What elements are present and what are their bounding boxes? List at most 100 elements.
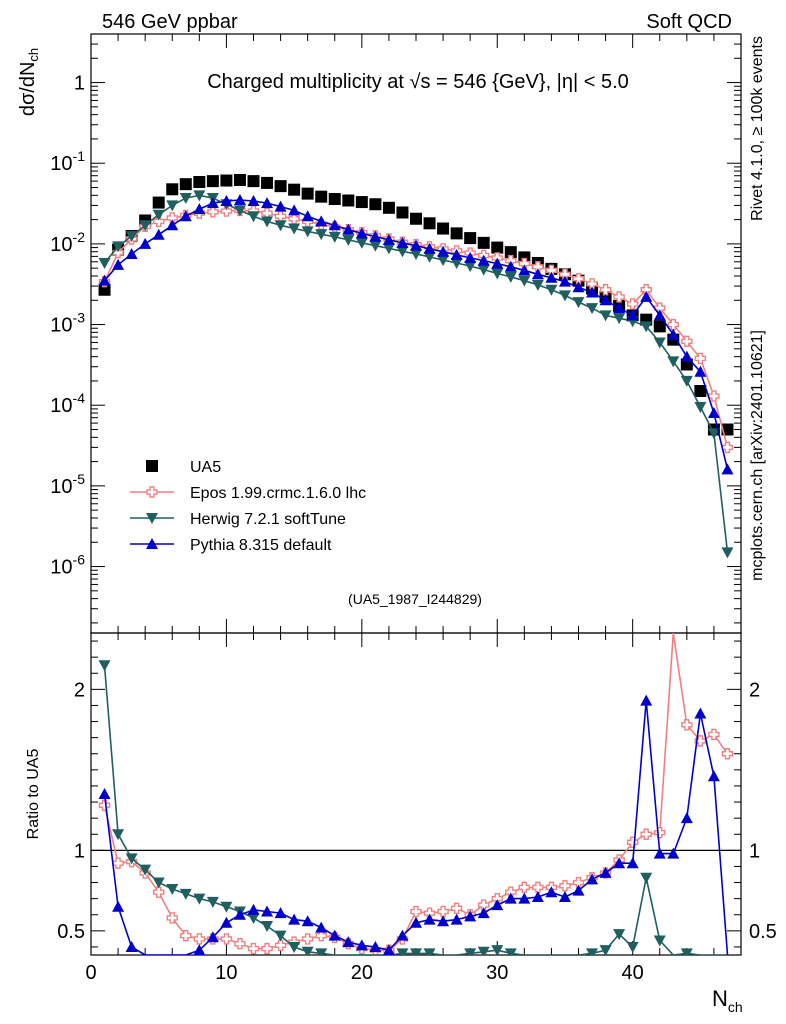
data-point-2 [504,271,517,283]
data-point-3 [152,228,165,240]
data-point-3 [220,195,233,207]
ratio-point-1 [653,935,666,947]
data-point-3 [586,286,599,298]
data-point-2 [233,205,246,217]
data-point-0 [166,183,179,196]
ratio-point-1 [613,929,626,941]
data-point-0 [694,385,707,398]
data-point-0 [301,187,314,200]
ratio-point-1 [410,948,422,955]
data-point-0 [396,206,409,219]
data-point-2 [599,310,612,322]
data-point-1 [274,210,287,222]
data-point-3 [667,328,680,340]
side-text-rivet: Rivet 4.1.0, ≥ 100k events [749,36,766,221]
data-point-3 [707,407,720,419]
ratio-point-2 [464,910,477,922]
ratio-point-1 [112,829,125,841]
ratio-point-0 [694,735,707,747]
main-y-tick-label: 10-6 [50,552,85,579]
ratio-point-1 [261,921,274,933]
ratio-point-0 [450,902,463,915]
data-point-1 [708,390,720,402]
ratio-point-1 [152,877,165,889]
ratio-point-2 [423,913,436,925]
ratio-point-0 [153,886,165,898]
data-point-1 [166,212,178,224]
data-point-2 [410,248,422,260]
main-y-axis-label: dσ/dNch [17,48,41,116]
ratio-point-1 [206,896,219,908]
data-point-2 [491,268,504,280]
data-point-0 [233,173,246,186]
ratio-point-0 [708,728,720,741]
header-left: 546 GeV ppbar [102,11,238,33]
data-point-0 [653,320,666,333]
data-point-0 [437,222,450,235]
data-point-0 [152,196,165,209]
data-point-0 [410,212,422,225]
data-point-1 [112,246,124,259]
data-point-2 [125,231,138,243]
main-plot-frame [90,33,742,634]
data-point-3 [166,219,179,231]
ratio-point-1 [423,948,436,955]
data-point-3 [301,210,314,222]
data-point-1 [626,298,639,310]
ratio-point-1 [179,888,192,900]
side-text-mcplots: mcplots.cern.ch [arXiv:2401.10621] [749,330,766,581]
ratio-point-2 [342,936,355,948]
ratio-plot: 0.5 0.51 12 20 10 20 30 40 [57,632,777,984]
data-point-0 [328,193,341,206]
ratio-point-2 [545,886,558,898]
data-point-3 [125,247,138,259]
data-point-3 [721,463,734,475]
legend-label-2: Herwig 7.2.1 softTune [190,511,346,528]
ratio-point-0 [518,881,531,894]
ratio-point-2 [125,940,138,952]
ratio-point-0 [98,799,111,811]
data-point-2 [477,264,490,276]
ratio-point-2 [477,907,490,919]
data-point-1 [532,261,544,273]
ratio-point-1 [504,948,517,955]
data-point-2 [166,200,179,212]
data-point-2 [707,428,720,440]
ratio-point-2 [531,891,544,903]
main-y-tick-label: 10-3 [50,310,85,337]
data-point-0 [193,176,206,189]
ratio-point-0 [112,857,124,869]
data-point-2 [315,229,328,241]
legend-marker-0 [146,460,158,472]
ratio-point-2 [653,847,666,859]
data-point-3 [247,195,260,207]
ratio-point-2 [233,908,246,920]
x-tick-label: 0 [85,962,96,984]
data-point-3 [274,200,287,212]
ratio-point-1 [220,901,233,913]
ratio-point-0 [654,826,666,839]
data-point-2 [98,257,111,269]
analysis-id: (UA5_1987_I244829) [348,591,482,607]
data-point-3 [437,245,450,257]
plot-title: Charged multiplicity at √s = 546 {GeV}, … [207,71,629,93]
x-tick-label: 20 [351,962,373,984]
data-point-3 [518,264,531,276]
ratio-point-0 [572,876,585,889]
data-point-2 [139,220,152,232]
data-point-2 [667,356,680,368]
ratio-point-0 [721,748,734,760]
main-plot: 10-6 10-5 10-4 10-3 10-2 10-1 1 [50,33,742,634]
ratio-point-2 [369,940,382,952]
data-point-2 [247,211,260,223]
ratio-point-1 [247,912,260,924]
ratio-point-2 [640,694,653,706]
data-point-0 [261,176,274,189]
ratio-point-0 [301,933,314,945]
ratio-point-1 [193,893,206,905]
data-point-1 [545,264,558,277]
ratio-point-2 [315,921,328,933]
ratio-point-1 [274,930,287,942]
data-point-2 [328,231,341,243]
legend: UA5 Epos 1.99.crmc.1.6.0 lhc Herwig 7.2.1 … [130,459,366,554]
